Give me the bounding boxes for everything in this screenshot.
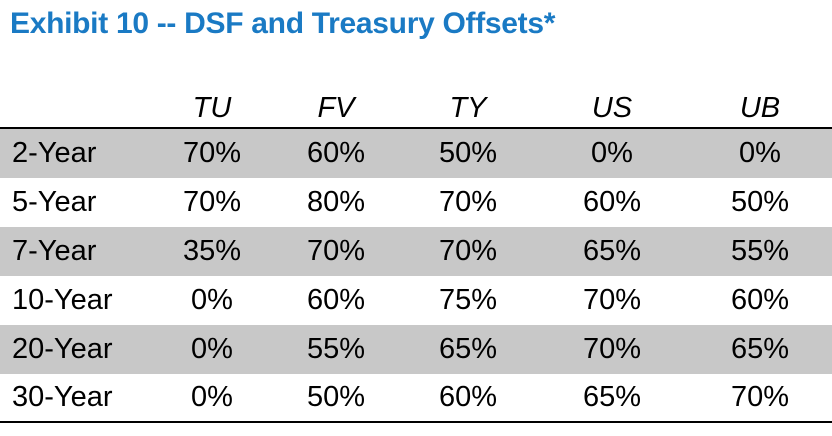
column-header-ty: TY <box>449 92 487 124</box>
table-cell: 65% <box>582 381 642 413</box>
table-row-2-year: 2-Year 70% 60% 50% 0% 0% <box>0 129 832 178</box>
table-cell: 0% <box>191 333 233 365</box>
table-cell: 70% <box>582 284 642 316</box>
table-row-10-year: 10-Year 0% 60% 75% 70% 60% <box>0 276 832 325</box>
column-header-us: US <box>591 92 633 124</box>
table-cell: 70% <box>438 235 498 267</box>
row-label: 7-Year <box>12 235 97 267</box>
table-row-7-year: 7-Year 35% 70% 70% 65% 55% <box>0 227 832 276</box>
table-cell: 75% <box>438 284 498 316</box>
table-cell: 0% <box>191 284 233 316</box>
table-cell: 65% <box>438 333 498 365</box>
table-row-20-year: 20-Year 0% 55% 65% 70% 65% <box>0 325 832 374</box>
table-cell: 60% <box>306 284 366 316</box>
table-cell: 70% <box>438 186 498 218</box>
table-cell: 70% <box>182 186 242 218</box>
table-cell: 80% <box>306 186 366 218</box>
column-header-fv: FV <box>317 92 355 124</box>
row-label: 30-Year <box>12 381 113 413</box>
table-cell: 50% <box>438 137 498 169</box>
table-cell: 60% <box>730 284 790 316</box>
table-cell: 55% <box>306 333 366 365</box>
table-cell: 60% <box>306 137 366 169</box>
table-cell: 55% <box>730 235 790 267</box>
row-label: 20-Year <box>12 333 113 365</box>
table-cell: 70% <box>306 235 366 267</box>
table-cell: 0% <box>739 137 781 169</box>
table-row-30-year: 30-Year 0% 50% 60% 65% 70% <box>0 374 832 423</box>
table-cell: 0% <box>191 381 233 413</box>
table-cell: 70% <box>582 333 642 365</box>
table-cell: 50% <box>306 381 366 413</box>
table-cell: 65% <box>730 333 790 365</box>
table-header-row: TU FV TY US UB <box>0 86 832 129</box>
table-cell: 60% <box>438 381 498 413</box>
table-cell: 70% <box>730 381 790 413</box>
exhibit-title: Exhibit 10 -- DSF and Treasury Offsets* <box>10 7 556 40</box>
table-cell: 70% <box>182 137 242 169</box>
row-label: 5-Year <box>12 186 97 218</box>
row-label: 2-Year <box>12 137 97 169</box>
table-cell: 35% <box>182 235 242 267</box>
table-cell: 0% <box>591 137 633 169</box>
table-cell: 50% <box>730 186 790 218</box>
row-label: 10-Year <box>12 284 113 316</box>
offsets-table: TU FV TY US UB 2-Year 70% 60% 50% 0% 0% … <box>0 86 832 423</box>
table-cell: 60% <box>582 186 642 218</box>
column-header-ub: UB <box>739 92 781 124</box>
table-row-5-year: 5-Year 70% 80% 70% 60% 50% <box>0 178 832 227</box>
table-cell: 65% <box>582 235 642 267</box>
column-header-tu: TU <box>192 92 232 124</box>
